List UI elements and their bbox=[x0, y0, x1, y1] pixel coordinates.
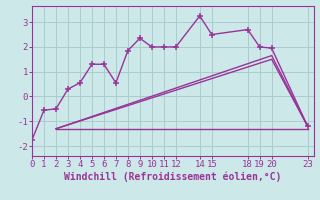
X-axis label: Windchill (Refroidissement éolien,°C): Windchill (Refroidissement éolien,°C) bbox=[64, 172, 282, 182]
